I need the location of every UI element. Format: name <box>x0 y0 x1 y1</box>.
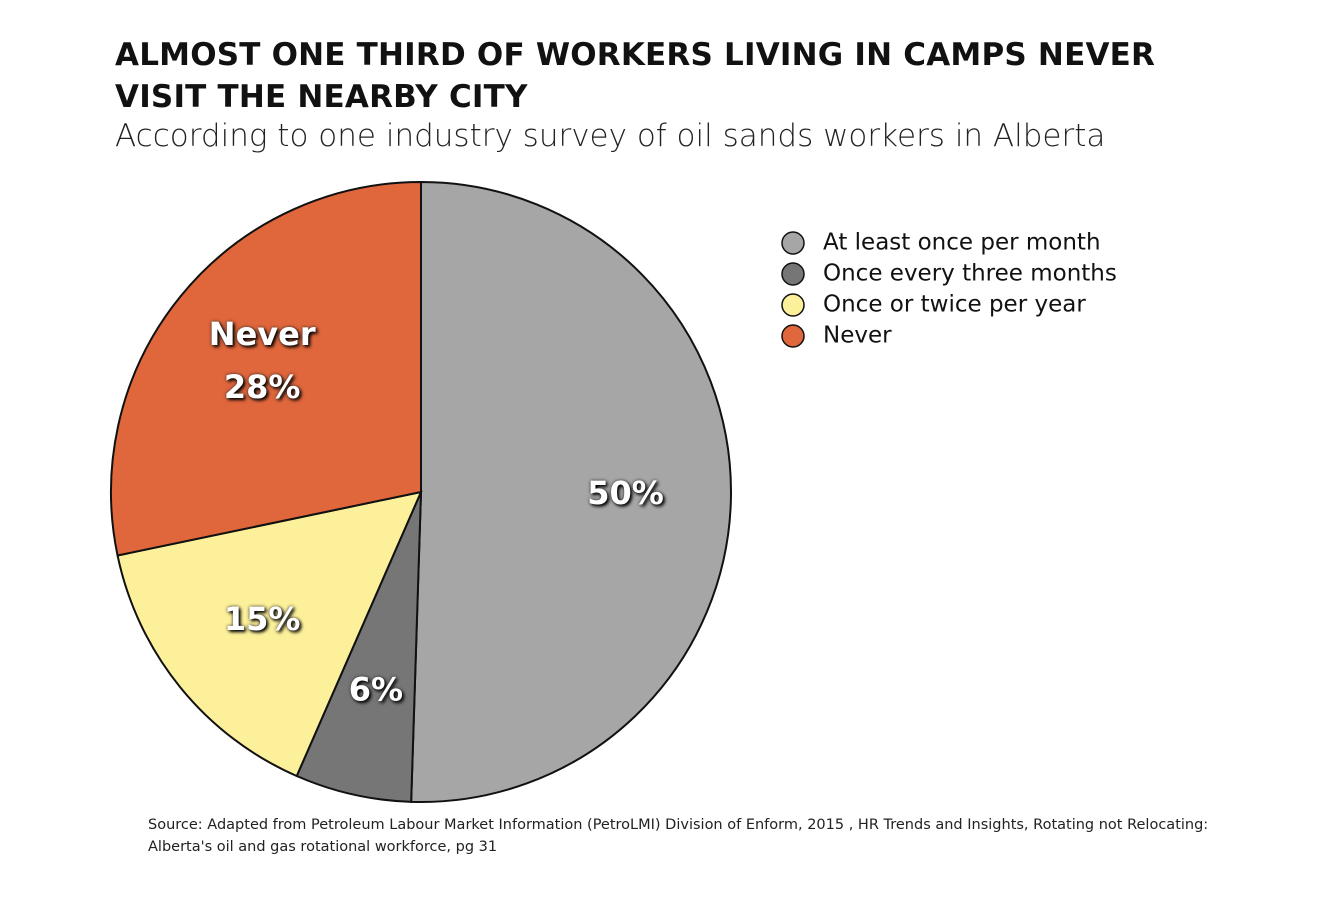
slice-value-label: 50% <box>587 474 664 512</box>
legend-label: At least once per month <box>823 230 1101 256</box>
slice-value-label: 28% <box>224 368 301 406</box>
legend-label: Once every three months <box>823 261 1117 287</box>
legend-swatch <box>781 262 805 286</box>
legend-label: Once or twice per year <box>823 292 1086 318</box>
slice-value-label: 6% <box>349 671 403 709</box>
pie-slice <box>410 180 732 803</box>
legend-label: Never <box>823 323 892 349</box>
legend-swatch <box>781 231 805 255</box>
legend-swatch <box>781 293 805 317</box>
chart-subtitle: According to one industry survey of oil … <box>115 118 1106 154</box>
source-note: Source: Adapted from Petroleum Labour Ma… <box>148 817 1209 855</box>
legend-swatch <box>781 324 805 348</box>
slice-value-label: 15% <box>224 600 301 638</box>
pie-slice <box>116 490 423 778</box>
pie-slice <box>295 491 422 803</box>
slice-category-label: Never <box>209 315 316 353</box>
pie-slice <box>110 180 422 557</box>
chart-title: ALMOST ONE THIRD OF WORKERS LIVING IN CA… <box>115 37 1156 115</box>
